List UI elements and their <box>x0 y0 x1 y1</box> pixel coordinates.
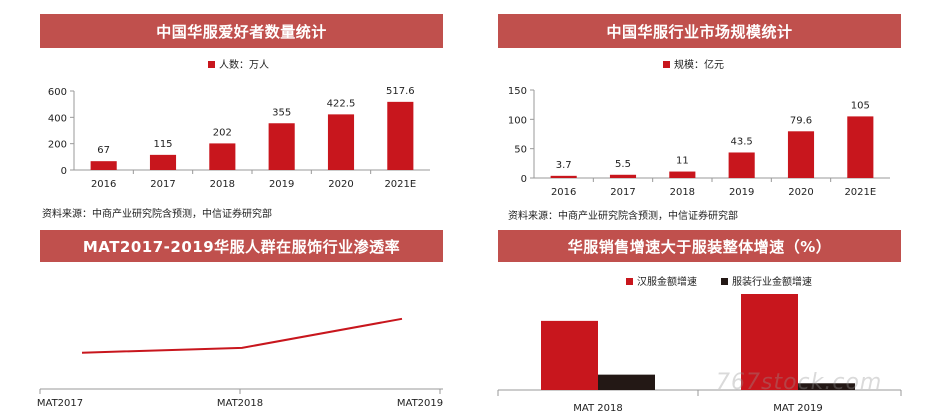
chart-title-2: 中国华服行业市场规模统计 <box>498 14 901 48</box>
x-tick-label: 2017 <box>150 179 175 190</box>
data-label: 43.5 <box>731 136 753 147</box>
x-tick-label: 2020 <box>788 187 813 198</box>
x-tick-label: 2019 <box>269 179 294 190</box>
data-label: 67 <box>97 145 110 156</box>
data-label: 115 <box>153 139 172 150</box>
bar-2018 <box>669 171 696 178</box>
y-tick-label: 150 <box>508 86 527 97</box>
bar-2020 <box>787 131 815 178</box>
legend-swatch <box>721 278 728 285</box>
legend-swatch <box>208 61 215 68</box>
source-note-2: 资料来源：中商产业研究院含预测，中信证券研究部 <box>508 211 738 222</box>
y-tick-label: 600 <box>48 87 67 98</box>
bar-chart-growth: 汉服金额增速 服装行业金额增速 MAT 2018 MAT 2019 <box>497 275 902 414</box>
bar-2018 <box>209 143 236 170</box>
x-tick-label: MAT 2019 <box>773 403 822 414</box>
data-label: 355 <box>272 107 291 118</box>
bar-chart-enthusiasts: 人数：万人 0 200 400 600 67 2016 115 2017 202 2018 355 20… <box>48 58 430 190</box>
watermark: 767stock.com <box>716 370 883 395</box>
y-tick-label: 100 <box>508 115 527 126</box>
x-tick-label: MAT 2018 <box>573 403 622 414</box>
data-label: 105 <box>851 100 870 111</box>
x-tick-label: MAT2017 <box>37 398 83 409</box>
x-tick-label: 2021E <box>844 187 876 198</box>
data-label: 202 <box>213 127 232 138</box>
bar-2019 <box>728 152 755 178</box>
bar-chart-market-size: 规模：亿元 0 50 100 150 3.7 2016 5.5 2017 11 2018 43.5 20… <box>508 58 890 198</box>
penetration-line <box>81 317 403 354</box>
x-tick-label: 2020 <box>328 179 353 190</box>
data-label: 5.5 <box>615 159 631 170</box>
bar-2016 <box>90 161 117 170</box>
x-tick-label: MAT2018 <box>217 398 263 409</box>
bar-2016 <box>550 175 577 178</box>
bar-2017 <box>609 174 637 178</box>
y-tick-label: 0 <box>61 166 67 177</box>
bar-2021E <box>847 116 874 178</box>
legend-swatch <box>663 61 670 68</box>
data-label: 3.7 <box>556 160 572 171</box>
bar-MAT2019-s0 <box>741 294 798 390</box>
x-tick-label: 2017 <box>610 187 635 198</box>
y-tick-label: 400 <box>48 113 67 124</box>
x-tick-label: MAT2019 <box>397 398 443 409</box>
legend-label: 服装行业金额增速 <box>732 275 812 288</box>
y-tick-label: 50 <box>514 145 527 156</box>
chart-title-1: 中国华服爱好者数量统计 <box>40 14 443 48</box>
bar-MAT2018-s1 <box>598 374 655 390</box>
bar-2019 <box>268 123 295 170</box>
bar-2017 <box>149 154 177 170</box>
data-label: 517.6 <box>386 86 415 97</box>
x-tick-label: 2021E <box>384 179 416 190</box>
bar-2020 <box>327 114 355 170</box>
legend-label: 人数：万人 <box>219 58 269 71</box>
legend-label: 汉服金额增速 <box>637 275 697 288</box>
data-label: 422.5 <box>327 98 356 109</box>
x-tick-label: 2016 <box>551 187 576 198</box>
bar-2021E <box>387 101 414 170</box>
bar-MAT2019-s1 <box>798 383 855 390</box>
x-tick-label: 2016 <box>91 179 116 190</box>
x-tick-label: 2018 <box>670 187 695 198</box>
data-label: 11 <box>676 156 689 167</box>
data-label: 79.6 <box>790 115 812 126</box>
legend-swatch <box>626 278 633 285</box>
x-tick-label: 2019 <box>729 187 754 198</box>
y-tick-label: 0 <box>521 174 527 185</box>
chart-title-3: MAT2017-2019华服人群在服饰行业渗透率 <box>40 230 443 262</box>
line-chart-penetration: MAT2017 MAT2018 MAT2019 <box>37 317 443 409</box>
x-tick-label: 2018 <box>210 179 235 190</box>
source-note-1: 资料来源：中商产业研究院含预测，中信证券研究部 <box>42 209 272 220</box>
y-tick-label: 200 <box>48 140 67 151</box>
bar-MAT2018-s0 <box>541 320 598 390</box>
chart-title-4: 华服销售增速大于服装整体增速（%） <box>498 230 901 262</box>
legend-label: 规模：亿元 <box>674 58 724 71</box>
